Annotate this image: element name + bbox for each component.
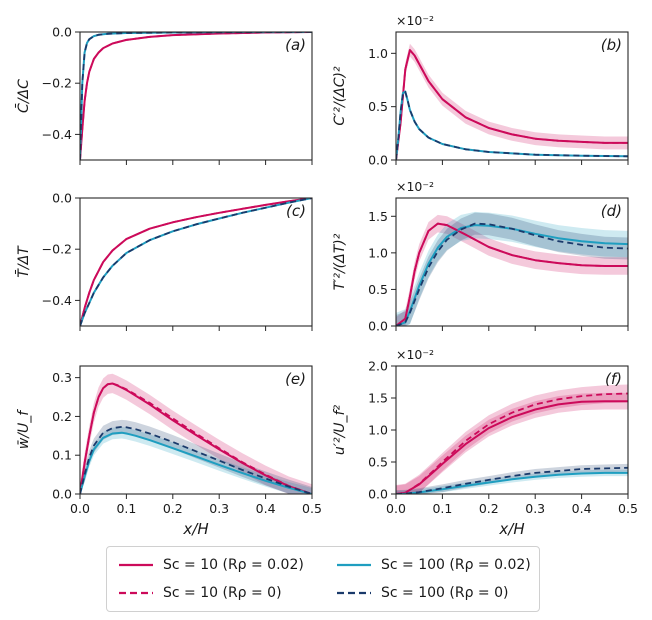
series-line-sc10_dashed	[396, 222, 628, 326]
panel-e: 0.0 0.1 0.2 0.3 0.4 0.5 0.0 0.1 0.2 0.3 (e) w̄/U_fx…	[16, 365, 322, 538]
series-line-sc10_solid	[80, 382, 312, 494]
y-tick-label: 0.5	[368, 99, 388, 114]
y-tick-label: 1.0	[368, 46, 388, 61]
legend-item-sc100-r002: Sc = 100 (Rρ = 0.02)	[337, 553, 531, 577]
series-line-sc100_dashed	[80, 32, 312, 160]
figure: 0.0 −0.2 −0.4 (a) C̄/ΔC 0.0 0.5 1.0 (b) ×10⁻² C′²/…	[14, 13, 638, 538]
series-line-sc10_dashed	[80, 198, 312, 326]
x-tick-label: 0.3	[525, 501, 545, 516]
series-line-sc100_dashed	[396, 466, 628, 494]
x-tick-label: 0.2	[163, 501, 183, 516]
x-tick-label: 0.1	[432, 501, 452, 516]
series-line-sc10_dashed	[396, 49, 628, 160]
legend-item-sc10-r0: Sc = 10 (Rρ = 0)	[119, 581, 282, 605]
legend-label: Sc = 100 (Rρ = 0)	[381, 585, 509, 601]
y-tick-label: −0.4	[42, 293, 72, 308]
series-line-sc10_solid	[80, 32, 312, 160]
y-tick-label: 0.5	[368, 282, 388, 297]
band-sc10_dashed	[396, 384, 628, 494]
axis-multiplier: ×10⁻²	[396, 179, 434, 194]
axes-frame	[395, 197, 629, 327]
series-line-sc100_solid	[80, 431, 312, 494]
legend-label: Sc = 100 (Rρ = 0.02)	[381, 557, 531, 573]
panel-label: (b)	[601, 36, 622, 54]
y-axis-label: u′²/U_f²	[332, 405, 348, 456]
y-tick-label: 0.0	[368, 153, 388, 168]
y-tick-label: 0.0	[52, 191, 72, 206]
panel-label: (f)	[605, 370, 622, 388]
panel-c: 0.0 −0.2 −0.4 (c) T̄/ΔT	[14, 191, 313, 331]
axes-frame	[79, 31, 313, 161]
x-tick-label: 0.2	[479, 501, 499, 516]
panel-label: (a)	[285, 36, 306, 54]
x-tick-label: 0.1	[116, 501, 136, 516]
series-line-sc100_dashed	[80, 198, 312, 326]
y-axis-label: T̄/ΔT	[14, 245, 32, 278]
y-tick-label: 0.0	[368, 487, 388, 502]
series-line-sc100_solid	[80, 32, 312, 160]
axes-frame	[79, 365, 313, 495]
y-axis-label: C′²/(ΔC)²	[332, 66, 348, 126]
y-axis-label: w̄/U_f	[16, 409, 32, 449]
series-line-sc10_solid	[80, 198, 312, 326]
y-tick-label: 0.0	[368, 319, 388, 334]
y-tick-label: 0.3	[52, 370, 72, 385]
y-tick-label: 1.0	[368, 423, 388, 438]
y-tick-label: 1.5	[368, 391, 388, 406]
y-axis-label: C̄/ΔC	[14, 79, 32, 113]
panel-b: 0.0 0.5 1.0 (b) ×10⁻² C′²/(ΔC)²	[332, 13, 629, 168]
series-line-sc100_dashed	[80, 425, 312, 494]
legend: Sc = 10 (Rρ = 0.02) Sc = 100 (Rρ = 0.02)…	[106, 546, 540, 612]
axes-frame	[395, 31, 629, 161]
panel-d: 0.0 0.5 1.0 1.5 (d) ×10⁻² T′²/(ΔT)²	[332, 179, 629, 334]
series-line-sc100_solid	[396, 224, 628, 326]
y-tick-label: 0.2	[52, 409, 72, 424]
y-tick-label: 1.0	[368, 245, 388, 260]
legend-item-sc10-r002: Sc = 10 (Rρ = 0.02)	[119, 553, 304, 577]
series-line-sc10_dashed	[396, 392, 628, 494]
y-tick-label: −0.4	[42, 127, 72, 142]
x-axis-label: x/H	[182, 520, 208, 538]
series-line-sc10_dashed	[80, 32, 312, 160]
legend-label: Sc = 10 (Rρ = 0)	[163, 585, 282, 601]
x-tick-label: 0.0	[386, 501, 406, 516]
y-tick-label: −0.2	[42, 242, 72, 257]
y-axis-label: T′²/(ΔT)²	[332, 233, 348, 290]
series-line-sc100_dashed	[396, 90, 628, 160]
panel-f: 0.0 0.1 0.2 0.3 0.4 0.5 0.0 0.5 1.0 1.5 2.0 (f) ×10⁻…	[332, 347, 638, 538]
series-line-sc100_dashed	[396, 222, 628, 326]
band-sc10_solid	[396, 214, 628, 326]
band-sc100_dashed	[396, 212, 628, 326]
x-tick-label: 0.4	[256, 501, 276, 516]
y-tick-label: 0.1	[52, 448, 72, 463]
axes-frame	[79, 197, 313, 327]
x-axis-label: x/H	[498, 520, 524, 538]
axis-multiplier: ×10⁻²	[396, 13, 434, 28]
panel-a: 0.0 −0.2 −0.4 (a) C̄/ΔC	[14, 25, 313, 165]
axis-multiplier: ×10⁻²	[396, 347, 434, 362]
legend-item-sc100-r0: Sc = 100 (Rρ = 0)	[337, 581, 508, 605]
y-tick-label: 0.5	[368, 455, 388, 470]
legend-label: Sc = 10 (Rρ = 0.02)	[163, 557, 304, 573]
y-tick-label: 0.0	[52, 25, 72, 40]
band-sc10_solid	[396, 43, 628, 160]
x-tick-label: 0.5	[618, 501, 638, 516]
x-tick-label: 0.3	[209, 501, 229, 516]
panel-label: (d)	[601, 202, 622, 220]
y-tick-label: 1.5	[368, 209, 388, 224]
y-tick-label: 0.0	[52, 487, 72, 502]
panel-label: (c)	[286, 202, 306, 220]
y-tick-label: 2.0	[368, 359, 388, 374]
x-tick-label: 0.4	[572, 501, 592, 516]
y-tick-label: −0.2	[42, 76, 72, 91]
x-tick-label: 0.0	[70, 501, 90, 516]
series-line-sc100_solid	[396, 90, 628, 160]
panel-label: (e)	[285, 370, 306, 388]
x-tick-label: 0.5	[302, 501, 322, 516]
